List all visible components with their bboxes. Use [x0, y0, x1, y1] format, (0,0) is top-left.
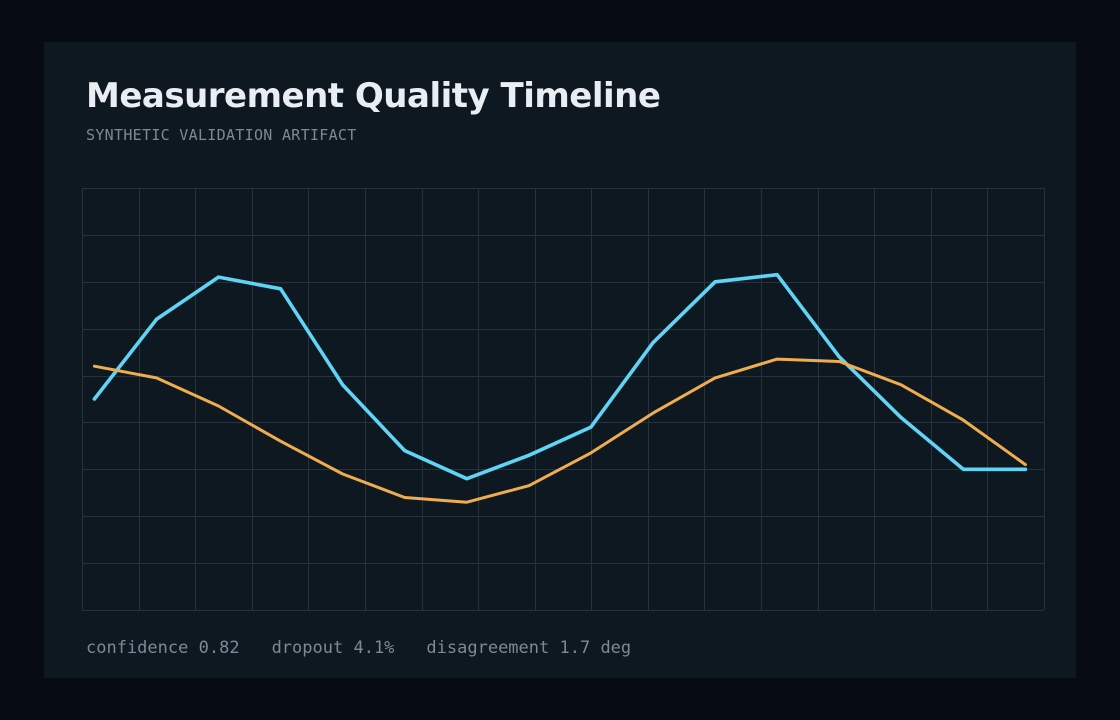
series-line-2 [92, 357, 1027, 504]
metric-disagreement: disagreement 1.7 deg [426, 638, 631, 658]
metric-label: disagreement [426, 638, 550, 658]
chart-grid [82, 188, 1045, 611]
metrics-bar: confidence 0.82 dropout 4.1% disagreement … [86, 638, 663, 658]
metric-value: 0.82 [198, 638, 240, 658]
page-title: Measurement Quality Timeline [86, 76, 661, 116]
chart-series [92, 272, 1028, 504]
line-chart [82, 188, 1045, 611]
metric-confidence: confidence 0.82 [86, 638, 240, 658]
metric-label: confidence [86, 638, 189, 658]
metric-value: 4.1% [353, 638, 395, 658]
chart-card: Measurement Quality Timeline SYNTHETIC V… [44, 42, 1076, 678]
metric-dropout: dropout 4.1% [272, 638, 395, 658]
metric-label: dropout [271, 638, 344, 658]
page-subtitle: SYNTHETIC VALIDATION ARTIFACT [86, 126, 357, 144]
metric-value: 1.7 deg [559, 638, 632, 658]
series-line-1 [92, 272, 1028, 481]
